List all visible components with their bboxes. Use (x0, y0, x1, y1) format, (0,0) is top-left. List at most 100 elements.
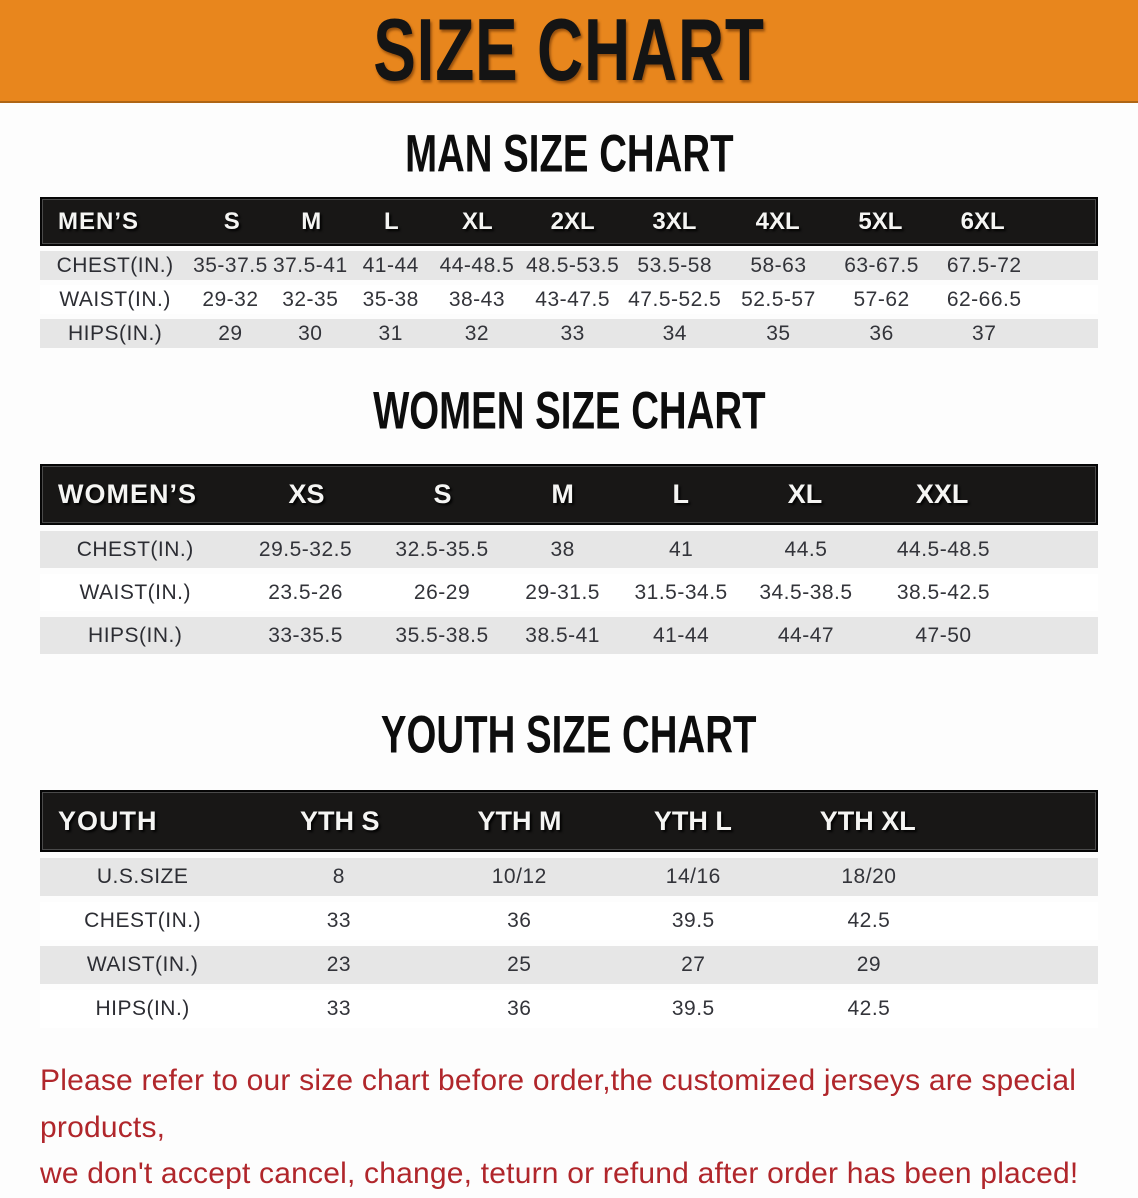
table-title-cell: YOUTH (58, 805, 158, 836)
banner: SIZE CHART (0, 0, 1138, 103)
section-women: WOMEN SIZE CHART WOMEN’S XS S M L XL XXL CHEST(… (0, 382, 1138, 654)
data-cell: 39.5 (671, 909, 715, 932)
data-cell: 36 (507, 997, 532, 1020)
data-cell: 14/16 (665, 865, 721, 888)
row-label: HIPS(IN.) (88, 623, 183, 647)
size-column-header: YTH M (477, 805, 562, 836)
table-header-row: YOUTH YTH S YTH M YTH L YTH XL (40, 790, 1098, 852)
data-cell: 32.5-35.5 (395, 537, 489, 561)
data-cell: 41 (668, 537, 694, 561)
data-cell: 39.5 (671, 997, 715, 1020)
table-row: CHEST(IN.) 35-37.5 37.5-41 41-44 44-48.5 48.5… (40, 251, 1098, 280)
data-cell: 44-47 (777, 623, 835, 647)
data-cell: 42.5 (847, 997, 891, 1020)
row-label: CHEST(IN.) (84, 909, 202, 932)
data-cell: 38 (550, 537, 575, 561)
table-row: HIPS(IN.) 29 30 31 32 33 34 35 36 37 (40, 319, 1098, 348)
data-cell: 10/12 (491, 865, 547, 888)
data-cell: 35-37.5 (193, 253, 268, 277)
size-column-header: 4XL (755, 207, 800, 235)
table-row: U.S.SIZE 8 10/12 14/16 18/20 (40, 858, 1098, 896)
size-column-header: M (301, 207, 322, 235)
data-cell: 48.5-53.5 (526, 253, 620, 277)
data-cell: 44-48.5 (439, 253, 515, 277)
data-cell: 33 (326, 997, 352, 1020)
table-row: WAIST(IN.) 23.5-26 26-29 29-31.5 31.5-34.5 34… (40, 574, 1098, 611)
table-row: WAIST(IN.) 29-32 32-35 35-38 38-43 43-47.5 47.… (40, 285, 1098, 314)
data-cell: 33 (326, 909, 352, 932)
size-column-header: S (433, 479, 452, 509)
size-column-header: 6XL (960, 207, 1005, 235)
data-cell: 38-43 (448, 287, 506, 311)
row-label: CHEST(IN.) (76, 537, 194, 561)
data-cell: 47-50 (915, 623, 972, 647)
size-column-header: L (672, 479, 689, 509)
women-section-heading-text: WOMEN SIZE CHART (372, 382, 766, 441)
data-cell: 29 (856, 953, 882, 976)
section-youth: YOUTH SIZE CHART YOUTH YTH S YTH M YTH L YTH… (0, 706, 1138, 1028)
youth-section-heading-text: YOUTH SIZE CHART (381, 706, 757, 765)
women-section-heading: WOMEN SIZE CHART (0, 382, 1138, 441)
data-cell: 57-62 (853, 287, 910, 311)
notice-line-2: we don't accept cancel, change, teturn o… (40, 1157, 1079, 1190)
size-column-header: M (551, 479, 574, 509)
data-cell: 31 (378, 321, 403, 345)
data-cell: 44.5-48.5 (896, 537, 991, 561)
data-cell: 47.5-52.5 (628, 287, 722, 311)
size-column-header: XL (787, 479, 823, 509)
women-size-table: WOMEN’S XS S M L XL XXL CHEST(IN.) 29.5-32.5 32.5… (40, 464, 1098, 654)
data-cell: 38.5-42.5 (896, 580, 991, 604)
data-cell: 33 (560, 321, 585, 345)
size-column-header: XL (461, 207, 493, 235)
size-column-header: YTH L (653, 805, 732, 836)
row-label: HIPS(IN.) (95, 997, 190, 1020)
size-column-header: XXL (915, 479, 969, 509)
table-row: HIPS(IN.) 33 36 39.5 42.5 (40, 990, 1098, 1028)
data-cell: 38.5-41 (525, 623, 600, 647)
table-row: HIPS(IN.) 33-35.5 35.5-38.5 38.5-41 41-44 44-… (40, 617, 1098, 654)
men-section-heading: MAN SIZE CHART (0, 125, 1138, 184)
data-cell: 35-38 (362, 287, 419, 311)
row-label: CHEST(IN.) (56, 253, 174, 277)
row-label: U.S.SIZE (96, 865, 189, 888)
data-cell: 53.5-58 (637, 253, 713, 277)
men-section-heading-text: MAN SIZE CHART (404, 125, 734, 184)
size-column-header: S (223, 207, 240, 235)
data-cell: 32 (464, 321, 490, 345)
data-cell: 52.5-57 (741, 287, 816, 311)
data-cell: 23.5-26 (268, 580, 343, 604)
data-cell: 31.5-34.5 (634, 580, 728, 604)
data-cell: 42.5 (847, 909, 891, 932)
data-cell: 36 (869, 321, 894, 345)
data-cell: 8 (332, 865, 345, 888)
size-column-header: 3XL (652, 207, 697, 235)
data-cell: 30 (298, 321, 323, 345)
data-cell: 37.5-41 (272, 253, 348, 277)
size-column-header: 5XL (858, 207, 903, 235)
table-header-row: MEN’S S M L XL 2XL 3XL 4XL 5XL 6XL (40, 197, 1098, 246)
data-cell: 29.5-32.5 (258, 537, 353, 561)
data-cell: 58-63 (750, 253, 807, 277)
table-title-cell: WOMEN’S (58, 479, 197, 509)
data-cell: 33-35.5 (268, 623, 343, 647)
notice-line-1: Please refer to our size chart before or… (40, 1064, 1077, 1144)
table-row: CHEST(IN.) 29.5-32.5 32.5-35.5 38 41 44.5 44.5… (40, 531, 1098, 568)
section-men: MAN SIZE CHART MEN’S S M L XL 2XL 3XL 4XL 5XL 6XL… (0, 125, 1138, 348)
youth-section-heading: YOUTH SIZE CHART (0, 706, 1138, 765)
table-row: WAIST(IN.) 23 25 27 29 (40, 946, 1098, 984)
size-column-header: YTH XL (819, 805, 916, 836)
row-label: HIPS(IN.) (67, 321, 163, 345)
data-cell: 29-32 (202, 287, 259, 311)
data-cell: 63-67.5 (844, 253, 919, 277)
data-cell: 26-29 (413, 580, 471, 604)
row-label: WAIST(IN.) (86, 953, 199, 976)
row-label: WAIST(IN.) (59, 287, 171, 311)
data-cell: 43-47.5 (535, 287, 611, 311)
table-header-row: WOMEN’S XS S M L XL XXL (40, 464, 1098, 525)
data-cell: 41-44 (653, 623, 710, 647)
data-cell: 62-66.5 (946, 287, 1022, 311)
table-title-cell: MEN’S (58, 207, 140, 235)
footer-notice: Please refer to our size chart before or… (40, 1058, 1110, 1198)
data-cell: 37 (972, 321, 997, 345)
